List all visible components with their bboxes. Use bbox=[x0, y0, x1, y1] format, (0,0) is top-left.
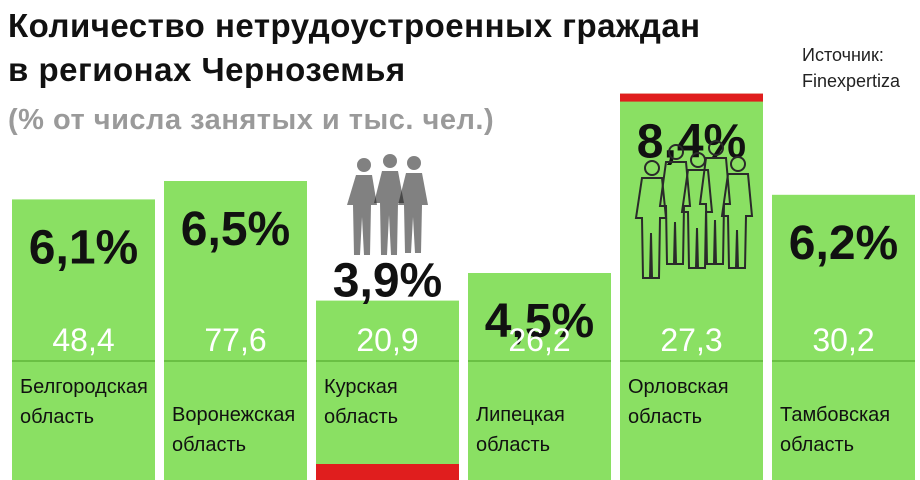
count-label-region-2: 20,9 bbox=[356, 322, 418, 358]
percent-label-region-0: 6,1% bbox=[29, 221, 138, 274]
percent-label-region-1: 6,5% bbox=[181, 203, 290, 256]
bar-region-5 bbox=[772, 194, 915, 480]
region-label-region-0-line-1: область bbox=[20, 406, 94, 428]
chart-title: Количество нетрудоустроенных граждан в р… bbox=[8, 4, 701, 92]
people-crowd-icon bbox=[634, 140, 754, 279]
region-label-region-2-line-1: область bbox=[324, 406, 398, 428]
bar-region-1 bbox=[164, 181, 307, 480]
region-label-region-2-line-0: Курская bbox=[324, 376, 398, 398]
count-label-region-0: 48,4 bbox=[52, 322, 114, 358]
region-label-region-4-line-0: Орловская bbox=[628, 376, 729, 398]
bar-region-3 bbox=[468, 273, 611, 480]
region-label-region-5-line-0: Тамбовская bbox=[780, 404, 890, 426]
percent-label-region-3: 4,5% bbox=[485, 295, 594, 348]
percent-label-region-2: 3,9% bbox=[333, 255, 442, 308]
source-note: Источник: Finexpertiza bbox=[802, 42, 900, 94]
count-label-region-1: 77,6 bbox=[204, 322, 266, 358]
people-illustrations bbox=[347, 140, 754, 279]
bar-region-0 bbox=[12, 199, 155, 480]
region-label-region-1-line-0: Воронежская bbox=[172, 404, 295, 426]
region-label-region-4-line-1: область bbox=[628, 406, 702, 428]
chart-title-line-2: в регионах Черноземья bbox=[8, 51, 406, 88]
region-label-region-3-line-0: Липецкая bbox=[476, 404, 565, 426]
region-label-region-0-line-0: Белгородская bbox=[20, 376, 148, 398]
max-marker bbox=[620, 93, 763, 102]
bar-region-2 bbox=[316, 300, 459, 480]
min-marker bbox=[316, 464, 459, 480]
count-label-region-4: 27,3 bbox=[660, 322, 722, 358]
region-label-region-3-line-1: область bbox=[476, 434, 550, 456]
region-label-region-1-line-1: область bbox=[172, 434, 246, 456]
percent-label-region-5: 6,2% bbox=[789, 217, 898, 270]
count-label-region-3: 26,2 bbox=[508, 322, 570, 358]
region-label-region-5-line-1: область bbox=[780, 434, 854, 456]
bars-layer: 6,1% 48,4 Белгородская область 6,5% 77,6 Ворон… bbox=[12, 93, 915, 480]
count-label-region-5: 30,2 bbox=[812, 322, 874, 358]
chart-title-line-1: Количество нетрудоустроенных граждан bbox=[8, 7, 701, 44]
people-group-small-icon bbox=[347, 154, 428, 255]
chart-subtitle: (% от числа занятых и тыс. чел.) bbox=[8, 104, 495, 136]
source-label: Источник: bbox=[802, 45, 884, 65]
source-name: Finexpertiza bbox=[802, 71, 901, 91]
